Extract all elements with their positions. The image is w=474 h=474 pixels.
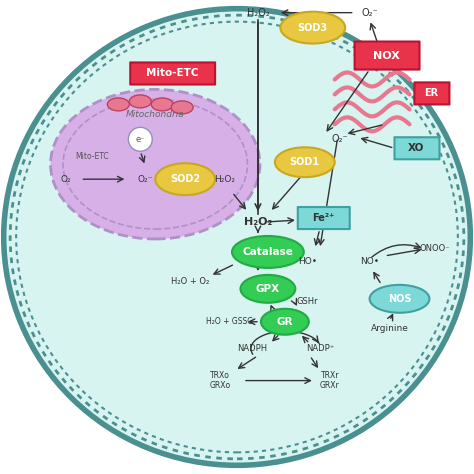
Ellipse shape xyxy=(108,98,129,111)
Ellipse shape xyxy=(240,275,295,303)
Text: e⁻: e⁻ xyxy=(136,135,145,144)
Text: NOS: NOS xyxy=(388,294,411,304)
Text: Mitochondria: Mitochondria xyxy=(126,110,184,119)
FancyBboxPatch shape xyxy=(130,63,215,84)
FancyBboxPatch shape xyxy=(298,207,350,229)
Text: NADPH: NADPH xyxy=(237,344,267,353)
Ellipse shape xyxy=(171,101,193,114)
Text: H₂O + O₂: H₂O + O₂ xyxy=(171,277,209,286)
Text: H₂O + GSSG: H₂O + GSSG xyxy=(207,317,254,326)
Text: NADP⁺: NADP⁺ xyxy=(306,344,334,353)
Text: Arginine: Arginine xyxy=(371,324,409,333)
Text: Fe²⁺: Fe²⁺ xyxy=(312,213,335,223)
Text: H₂O₂: H₂O₂ xyxy=(246,8,269,18)
Text: ONOO⁻: ONOO⁻ xyxy=(419,245,450,254)
Text: GR: GR xyxy=(277,317,293,327)
Text: NOX: NOX xyxy=(373,51,400,61)
Text: H₂O₂: H₂O₂ xyxy=(215,175,236,183)
Circle shape xyxy=(128,128,152,151)
Ellipse shape xyxy=(275,147,335,177)
Text: TRXr
GRXr: TRXr GRXr xyxy=(320,371,339,390)
Ellipse shape xyxy=(232,236,304,268)
Ellipse shape xyxy=(281,12,345,44)
Text: GPX: GPX xyxy=(256,284,280,294)
Text: O₂⁻: O₂⁻ xyxy=(331,134,348,144)
FancyBboxPatch shape xyxy=(394,137,439,159)
Ellipse shape xyxy=(151,98,173,111)
FancyBboxPatch shape xyxy=(414,82,449,104)
Text: O₂: O₂ xyxy=(60,175,71,183)
Ellipse shape xyxy=(51,90,260,239)
Text: Mito-ETC: Mito-ETC xyxy=(146,68,199,79)
Text: H₂O₂: H₂O₂ xyxy=(244,217,272,227)
Text: GSHr: GSHr xyxy=(297,297,319,306)
Text: O₂⁻: O₂⁻ xyxy=(361,8,378,18)
Ellipse shape xyxy=(4,9,470,465)
Ellipse shape xyxy=(261,309,309,335)
FancyBboxPatch shape xyxy=(355,42,419,70)
Text: Catalase: Catalase xyxy=(243,247,293,257)
Text: O₂⁻: O₂⁻ xyxy=(137,175,153,183)
Text: ER: ER xyxy=(424,89,438,99)
Text: TRXo
GRXo: TRXo GRXo xyxy=(210,371,231,390)
Text: XO: XO xyxy=(408,143,425,153)
Ellipse shape xyxy=(129,95,151,108)
Text: Mito-ETC: Mito-ETC xyxy=(75,152,109,161)
Text: SOD1: SOD1 xyxy=(290,157,320,167)
Text: NO•: NO• xyxy=(360,257,379,266)
Ellipse shape xyxy=(370,285,429,313)
Text: SOD3: SOD3 xyxy=(298,23,328,33)
Text: HO•: HO• xyxy=(298,257,318,266)
Ellipse shape xyxy=(155,163,215,195)
Text: SOD2: SOD2 xyxy=(170,174,200,184)
